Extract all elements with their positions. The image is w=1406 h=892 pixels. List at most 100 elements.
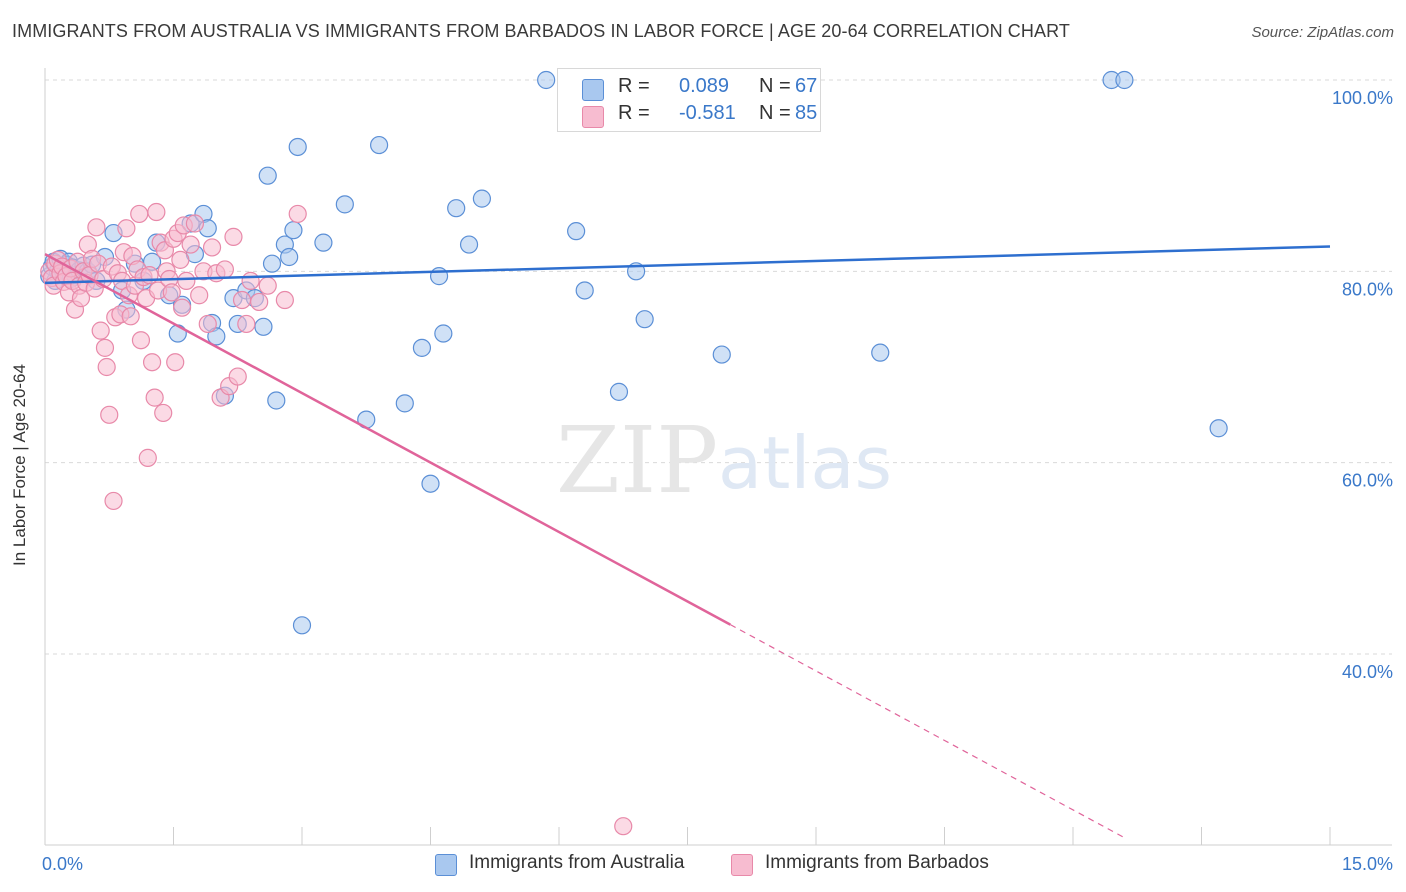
point-australia <box>254 317 273 336</box>
point-barbados <box>215 260 234 279</box>
point-australia <box>429 267 449 286</box>
point-australia <box>434 324 453 343</box>
series-swatch-barbados <box>731 854 753 876</box>
point-barbados <box>198 314 217 334</box>
point-australia <box>575 281 594 300</box>
point-australia <box>871 343 890 362</box>
point-barbados <box>104 491 123 511</box>
point-barbados <box>181 235 200 254</box>
legend-swatch-barbados <box>582 106 604 128</box>
x-tick-label: 0.0% <box>42 854 83 874</box>
point-barbados <box>131 331 151 350</box>
legend-swatch-australia <box>582 79 604 101</box>
point-australia <box>292 616 312 635</box>
point-australia <box>335 195 354 214</box>
point-barbados <box>145 388 164 407</box>
chart-title: IMMIGRANTS FROM AUSTRALIA VS IMMIGRANTS … <box>12 21 1070 41</box>
point-australia <box>395 394 414 413</box>
y-tick-label: 40.0% <box>1342 662 1393 682</box>
point-barbados <box>224 227 243 246</box>
point-australia <box>412 338 432 357</box>
point-australia <box>280 247 299 267</box>
trend-line-barbados <box>44 253 731 626</box>
point-barbados <box>154 403 173 423</box>
point-barbados <box>166 353 185 372</box>
legend-r-value: 0.089 <box>679 75 730 97</box>
point-barbados <box>258 276 277 295</box>
watermark: ZIP atlas <box>556 407 892 514</box>
point-australia <box>635 310 654 329</box>
point-barbados <box>190 286 209 305</box>
point-australia <box>472 189 491 208</box>
point-australia <box>1115 70 1134 90</box>
point-barbados <box>91 321 110 340</box>
legend-n-value: 85 <box>795 102 818 124</box>
points-layer <box>40 70 1228 836</box>
point-barbados <box>614 817 633 836</box>
axis-layer <box>44 68 1392 846</box>
point-barbados <box>288 204 307 224</box>
point-barbados <box>228 367 247 386</box>
point-barbados <box>117 219 136 238</box>
legend-n-label: N = <box>759 75 791 97</box>
legend-r-label: R = <box>618 102 650 124</box>
y-tick-label: 60.0% <box>1342 471 1393 491</box>
legend-n-value: 67 <box>795 75 818 97</box>
series-legend: Immigrants from Australia Immigrants fro… <box>0 852 1406 878</box>
point-australia <box>567 222 586 241</box>
point-barbados <box>177 271 196 290</box>
point-barbados <box>241 271 260 290</box>
correlation-legend: R = 0.089 N = 67 R = -0.581 N = 85 <box>557 68 821 132</box>
legend-r-label: R = <box>618 75 650 97</box>
point-barbados <box>97 357 116 377</box>
legend-r-value: -0.581 <box>679 102 736 124</box>
legend-n-label: N = <box>759 102 791 124</box>
point-barbados <box>237 314 256 334</box>
series-label-australia: Immigrants from Australia <box>469 852 685 873</box>
point-australia <box>609 382 629 401</box>
trend-layer <box>44 245 1331 839</box>
point-australia <box>447 199 466 218</box>
point-australia <box>288 137 307 157</box>
trend-line-barbados-extrapolated <box>730 624 1125 839</box>
point-barbados <box>202 238 222 257</box>
point-australia <box>459 235 479 254</box>
point-barbados <box>172 298 192 317</box>
point-barbados <box>171 250 190 269</box>
point-australia <box>207 327 226 346</box>
point-barbados <box>250 292 269 312</box>
watermark-zip: ZIP <box>556 407 718 514</box>
point-barbados <box>138 448 157 467</box>
point-barbados <box>147 202 166 222</box>
y-tick-label: 80.0% <box>1342 279 1393 299</box>
trend-line-australia <box>44 245 1331 285</box>
watermark-atlas: atlas <box>718 421 892 505</box>
point-australia <box>314 233 333 252</box>
y-tick-label: 100.0% <box>1332 88 1393 108</box>
x-tick-label: 15.0% <box>1342 854 1393 874</box>
point-australia <box>421 474 440 493</box>
point-barbados <box>87 218 106 237</box>
point-barbados <box>162 283 181 302</box>
point-australia <box>258 166 277 185</box>
point-australia <box>537 70 556 90</box>
point-australia <box>370 135 389 155</box>
point-barbados <box>100 405 119 424</box>
grid-layer <box>45 79 1392 655</box>
point-australia <box>1209 419 1228 438</box>
point-barbados <box>121 307 140 326</box>
point-australia <box>168 324 187 343</box>
source-label: Source: ZipAtlas.com <box>1251 24 1394 41</box>
series-swatch-australia <box>435 854 457 876</box>
point-barbados <box>95 338 115 357</box>
point-barbados <box>232 290 252 310</box>
tick-labels: 40.0% 60.0% 80.0% 100.0% 0.0% 15.0% <box>42 88 1393 874</box>
point-barbados <box>142 353 162 372</box>
point-australia <box>262 254 282 273</box>
point-australia <box>267 391 286 410</box>
point-australia <box>712 345 731 364</box>
point-barbados <box>275 290 294 310</box>
point-australia <box>284 221 303 240</box>
point-barbados <box>130 204 149 224</box>
